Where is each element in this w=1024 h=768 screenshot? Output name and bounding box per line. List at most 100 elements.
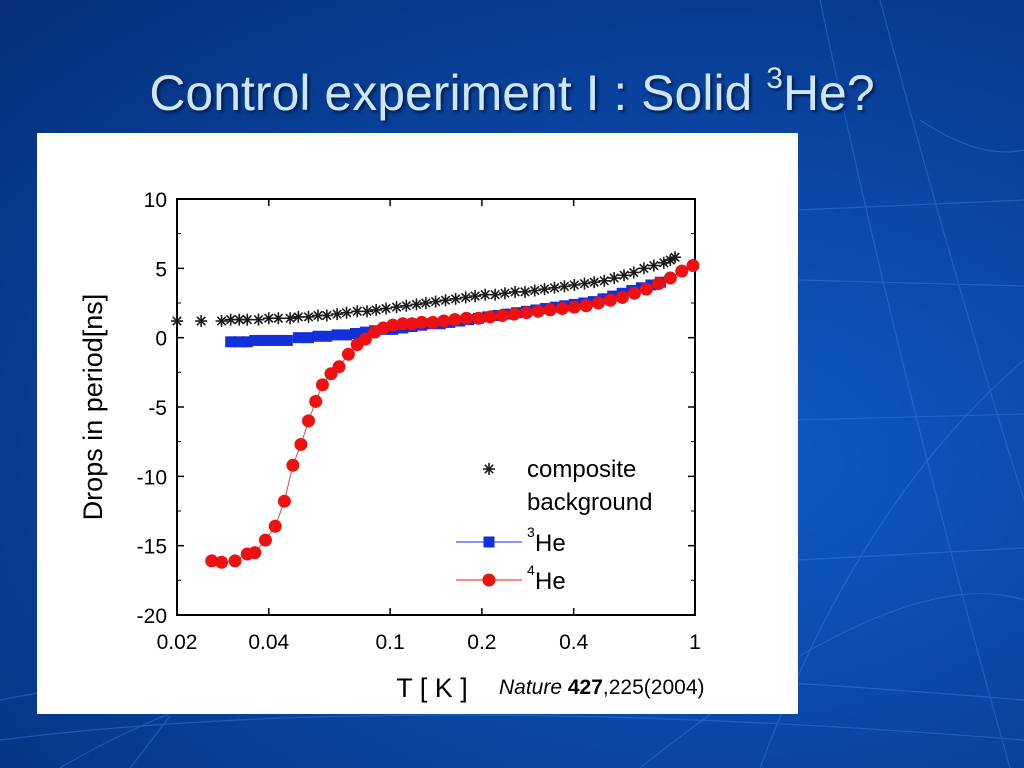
composite-background-point (618, 269, 631, 282)
he4-point (531, 304, 545, 318)
he4-series-line (211, 265, 694, 563)
he4-point (286, 458, 300, 472)
composite-background-point (215, 315, 228, 328)
composite-background-point (361, 305, 374, 318)
composite-background-point (469, 290, 482, 303)
citation-volume: 427 (567, 676, 603, 699)
x-tick-label: 0.02 (157, 631, 198, 654)
legend-label: He (535, 568, 566, 595)
he3-point (331, 329, 343, 341)
composite-background-point (548, 281, 561, 294)
he4-point (358, 332, 372, 346)
composite-background-point (598, 274, 611, 287)
he4-point (341, 347, 355, 361)
title-main: Control experiment I : Solid (149, 65, 767, 121)
he3-point (249, 334, 261, 346)
he4-point (603, 293, 617, 307)
he4-point (543, 303, 557, 317)
he3-point (303, 332, 315, 344)
citation: Nature 427,225(2004) (499, 676, 705, 700)
composite-background-point (272, 312, 285, 325)
he4-point (205, 554, 219, 568)
he3-point (263, 334, 275, 346)
composite-background-point (419, 297, 432, 309)
x-tick-label: 0.04 (248, 631, 289, 654)
he4-point (332, 360, 346, 374)
composite-background-point (627, 266, 640, 279)
he3-point (321, 330, 333, 342)
composite-background-point (171, 315, 183, 328)
he3-point (275, 334, 287, 346)
he3-point (233, 336, 245, 348)
he4-point (315, 378, 329, 392)
composite-background-point (400, 299, 413, 312)
he4-point (426, 315, 440, 329)
composite-background-point (528, 284, 541, 297)
he4-point (448, 313, 462, 327)
citation-pages-year: ,225(2004) (602, 676, 705, 699)
he4-point (555, 302, 569, 316)
he4-point (507, 307, 521, 321)
y-tick-label: -15 (137, 536, 167, 559)
legend-label-line: background (527, 489, 652, 516)
he3-point (341, 329, 353, 341)
he4-point (248, 546, 262, 560)
he4-point (495, 308, 509, 322)
he4-point (627, 286, 641, 300)
chart-svg: 10 5 0 -5 -10 -15 -20 0.02 0.04 0.1 0.2 0.4 1 Drops … (78, 189, 701, 703)
legend-label: He (535, 530, 566, 557)
he4-point (652, 277, 666, 291)
composite-background-point (195, 315, 208, 328)
composite-background-point (669, 251, 682, 264)
composite-background-point (459, 291, 472, 304)
he3-point (359, 326, 371, 338)
he4-point (258, 533, 272, 547)
slide-title: Control experiment I : Solid 3He? (0, 62, 1024, 122)
he4-point (396, 317, 410, 331)
he4-point (228, 554, 242, 568)
x-tick-label: 0.2 (467, 631, 496, 654)
composite-background-point (390, 301, 403, 314)
composite-background-point (252, 313, 265, 326)
he3-point (281, 334, 293, 346)
legend-marker-composite-background (483, 463, 495, 475)
composite-background-point (588, 276, 601, 289)
he3-point (292, 332, 304, 344)
he4-point (639, 282, 653, 296)
he4-point (459, 311, 473, 325)
he4-point (437, 314, 451, 328)
composite-background-point (439, 294, 452, 307)
he4-point (215, 555, 229, 569)
he4-point (472, 311, 486, 325)
composite-background-point (608, 272, 621, 285)
he4-point (277, 494, 291, 508)
y-axis-label: Drops in period[ns] (78, 294, 108, 521)
x-tick-label: 0.4 (559, 631, 589, 654)
he4-point (309, 394, 323, 408)
he4-point (483, 310, 497, 324)
he3-point (312, 330, 324, 342)
he3-point (256, 334, 268, 346)
he4-point (567, 300, 581, 314)
composite-background-point (449, 292, 462, 305)
he4-point (663, 271, 677, 285)
composite-background-point (320, 309, 333, 322)
composite-background-point (498, 287, 511, 300)
legend-label-superscript: 4 (527, 562, 535, 578)
composite-background-point (489, 288, 502, 301)
he4-point (294, 437, 308, 451)
composite-background-point (331, 308, 344, 321)
he4-point (386, 318, 400, 332)
he4-point (591, 296, 605, 310)
y-tick-label: 10 (144, 189, 167, 212)
he4-point (675, 264, 689, 278)
title-end: He? (782, 65, 875, 121)
composite-background-point (370, 303, 383, 316)
he3-point (350, 328, 362, 340)
composite-background-point (637, 262, 650, 275)
y-tick-label: 5 (155, 258, 167, 281)
citation-journal: Nature (499, 676, 563, 699)
y-tick-label: -20 (137, 605, 167, 628)
composite-background-point (410, 298, 423, 311)
